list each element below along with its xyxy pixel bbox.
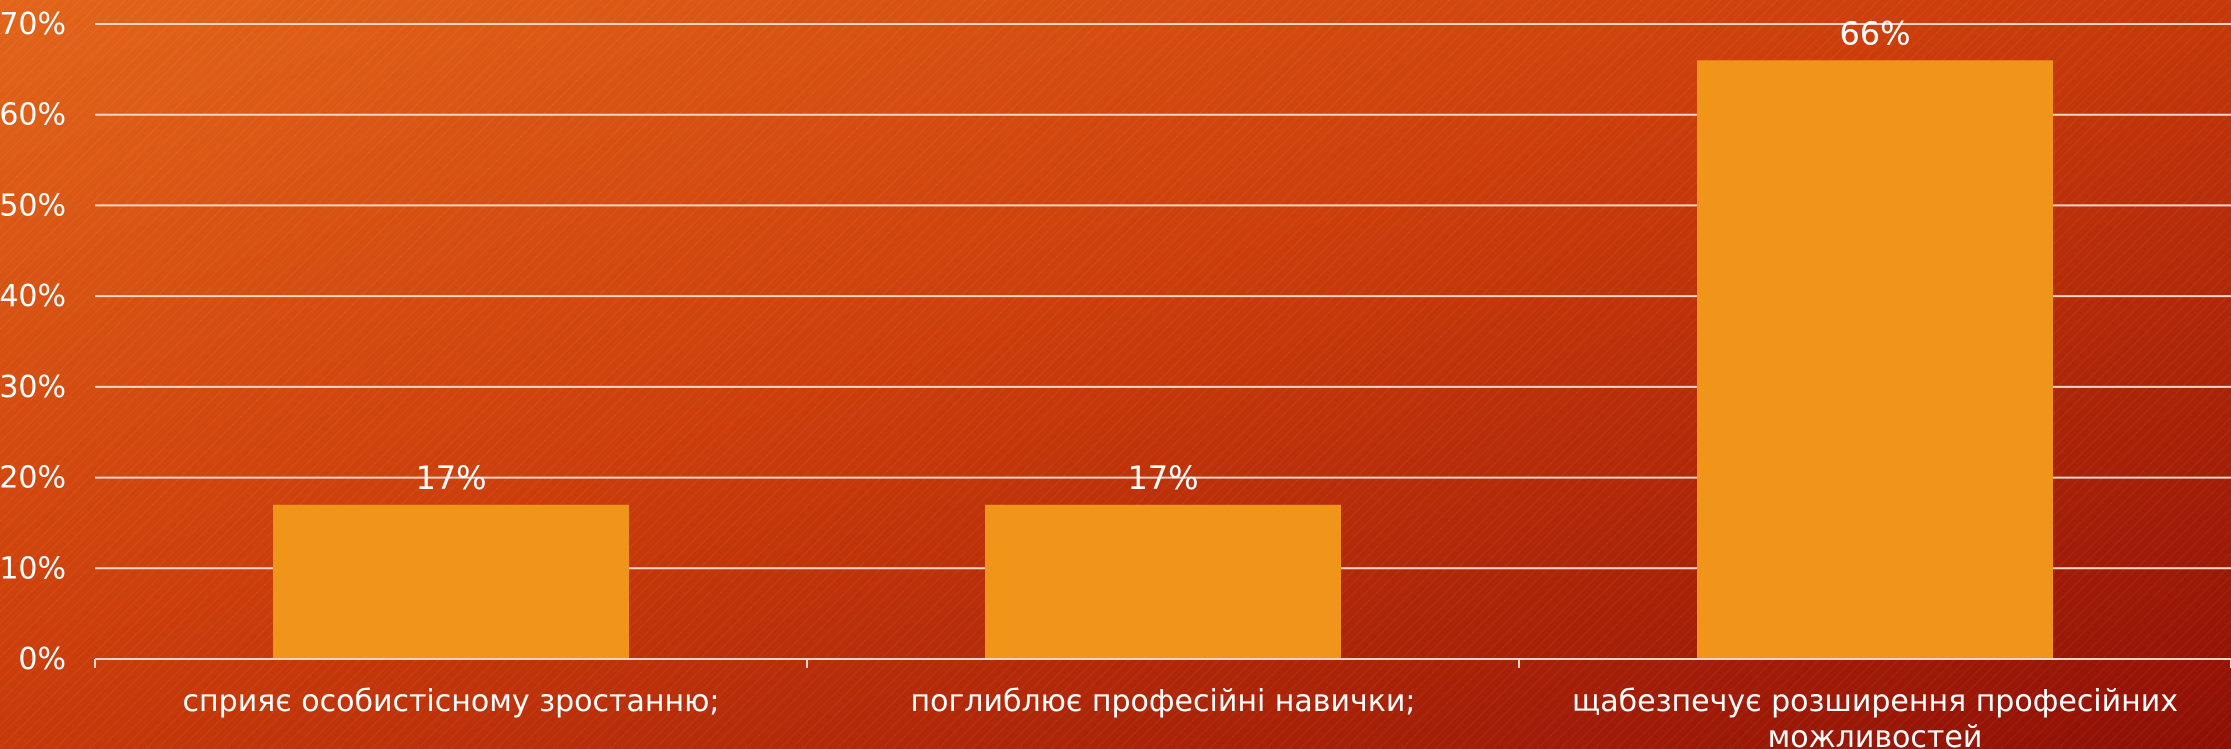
data-label: 17% — [1127, 459, 1198, 497]
bar — [273, 504, 629, 659]
x-category-label: щабезпечує розширення професійних — [1572, 684, 2178, 719]
y-tick-label: 0% — [18, 642, 66, 677]
data-labels: 17% 17% 66% — [415, 14, 1910, 497]
y-axis-tick-labels: 0% 10% 20% 30% 40% 50% 60% 70% — [0, 7, 66, 677]
x-axis-category-labels: сприяє особистісному зростанню; поглиблює… — [183, 684, 2178, 749]
y-tick-label: 10% — [0, 551, 66, 586]
y-tick-label: 70% — [0, 7, 66, 42]
bar — [1697, 60, 2053, 660]
y-tick-label: 50% — [0, 188, 66, 223]
bar — [985, 504, 1341, 659]
x-axis — [94, 658, 2231, 668]
data-label: 17% — [415, 459, 486, 497]
bars — [273, 60, 2053, 660]
y-tick-label: 40% — [0, 279, 66, 314]
y-tick-label: 30% — [0, 370, 66, 405]
x-category-label: можливостей — [1768, 720, 1983, 749]
x-category-label: сприяє особистісному зростанню; — [183, 684, 720, 719]
y-tick-label: 60% — [0, 98, 66, 133]
x-category-label: поглиблює професійні навички; — [911, 684, 1416, 719]
y-tick-label: 20% — [0, 461, 66, 496]
data-label: 66% — [1839, 14, 1910, 52]
